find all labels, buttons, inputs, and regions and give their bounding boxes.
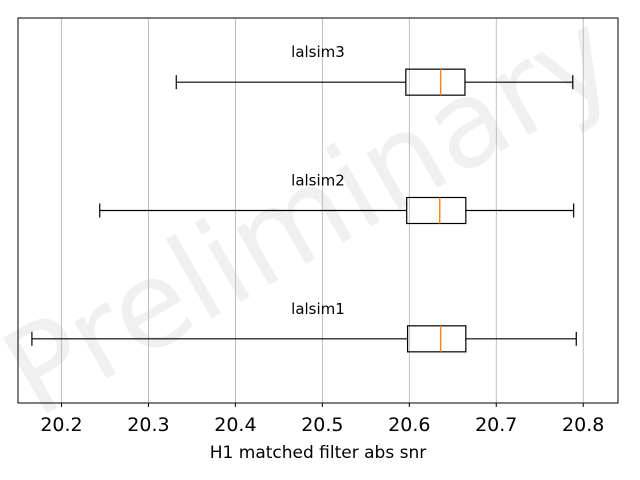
box-lalsim3 xyxy=(175,68,574,96)
box-lalsim1 xyxy=(31,325,577,353)
x-tick-label: 20.7 xyxy=(475,414,517,436)
x-tick-label: 20.8 xyxy=(562,414,604,436)
plot-frame xyxy=(17,17,619,404)
iqr-box xyxy=(406,196,467,225)
box-label-lalsim3: lalsim3 xyxy=(291,43,345,61)
x-tick-label: 20.2 xyxy=(40,414,82,436)
x-tick-label: 20.5 xyxy=(301,414,343,436)
boxes xyxy=(31,68,577,353)
box-label-lalsim1: lalsim1 xyxy=(291,300,345,318)
watermark-text: Preliminary xyxy=(0,0,638,445)
iqr-box xyxy=(406,325,467,353)
x-axis-label: H1 matched filter abs snr xyxy=(210,443,426,463)
x-tick-label: 20.6 xyxy=(388,414,430,436)
x-tick-label: 20.3 xyxy=(127,414,169,436)
box-label-lalsim2: lalsim2 xyxy=(291,172,345,190)
x-axis-ticks: 20.2 20.3 20.4 20.5 20.6 20.7 20.8 xyxy=(40,403,604,436)
box-lalsim2 xyxy=(99,196,575,225)
x-tick-label: 20.4 xyxy=(214,414,256,436)
iqr-box xyxy=(405,68,466,96)
box-labels: lalsim1 lalsim2 lalsim3 xyxy=(291,43,345,318)
